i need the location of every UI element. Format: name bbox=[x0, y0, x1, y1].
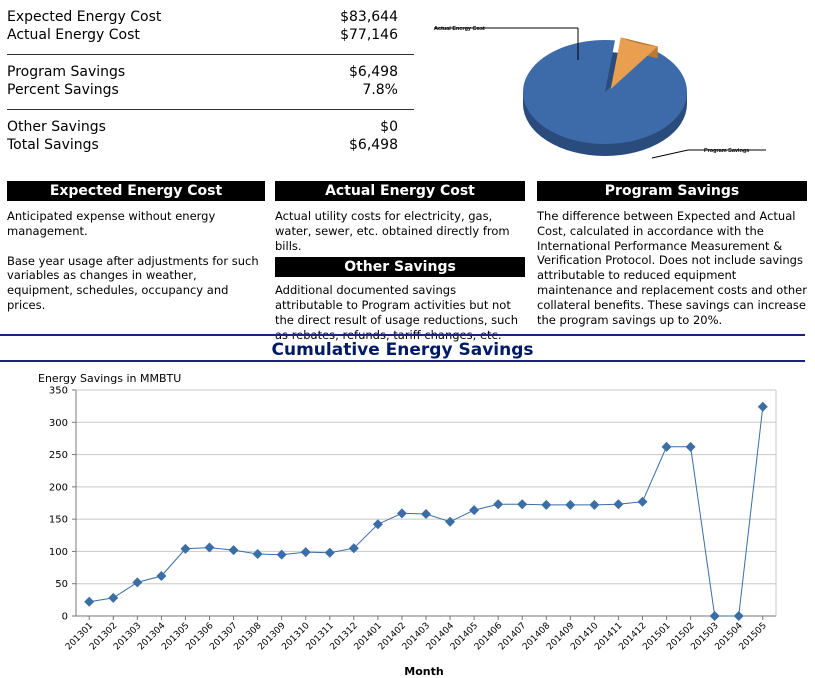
data-point bbox=[541, 499, 552, 510]
data-point bbox=[517, 499, 528, 510]
y-tick-label: 0 bbox=[62, 612, 68, 623]
data-point bbox=[469, 505, 480, 516]
data-point bbox=[685, 441, 696, 452]
x-axis-title: Month bbox=[404, 665, 443, 678]
data-point bbox=[300, 547, 311, 558]
program-savings-row: Program Savings $6,498 bbox=[7, 63, 414, 81]
cost-summary: Expected Energy Cost $83,644 Actual Ener… bbox=[7, 8, 414, 154]
total-savings-label: Total Savings bbox=[7, 137, 99, 153]
expected-cost-desc-1: Anticipated expense without energy manag… bbox=[7, 209, 216, 238]
other-savings-label: Other Savings bbox=[7, 119, 106, 135]
cost-pie-chart: Actual Energy Cost Program Savings bbox=[434, 26, 766, 159]
other-savings-value: $0 bbox=[380, 119, 398, 135]
y-tick-label: 100 bbox=[49, 547, 68, 558]
data-point bbox=[757, 401, 768, 412]
total-savings-row: Total Savings $6,498 bbox=[7, 136, 414, 154]
data-point bbox=[445, 516, 456, 527]
data-point bbox=[589, 499, 600, 510]
data-point bbox=[276, 549, 287, 560]
title-rule-bottom bbox=[0, 360, 805, 362]
expected-cost-value: $83,644 bbox=[340, 9, 398, 25]
summary-divider bbox=[7, 109, 414, 110]
y-tick-label: 150 bbox=[49, 515, 68, 526]
actual-cost-label: Actual Energy Cost bbox=[7, 27, 140, 43]
title-rule-top bbox=[0, 334, 805, 336]
data-point bbox=[733, 611, 744, 621]
y-tick-label: 300 bbox=[49, 418, 68, 429]
data-point bbox=[84, 596, 95, 607]
data-point bbox=[156, 570, 167, 581]
expected-cost-heading: Expected Energy Cost bbox=[7, 181, 265, 201]
actual-cost-row: Actual Energy Cost $77,146 bbox=[7, 26, 414, 44]
summary-divider bbox=[7, 54, 414, 55]
data-point bbox=[252, 549, 263, 560]
pie-slice-program bbox=[610, 37, 658, 90]
other-savings-row: Other Savings $0 bbox=[7, 118, 414, 136]
program-savings-label: Program Savings bbox=[7, 64, 126, 80]
program-savings-desc: The difference between Expected and Actu… bbox=[537, 209, 807, 327]
definition-actual: Actual Energy Cost Actual utility costs … bbox=[275, 181, 525, 343]
expected-cost-row: Expected Energy Cost $83,644 bbox=[7, 8, 414, 26]
y-tick-label: 50 bbox=[55, 579, 68, 590]
expected-cost-label: Expected Energy Cost bbox=[7, 9, 162, 25]
data-point bbox=[372, 519, 383, 530]
percent-savings-label: Percent Savings bbox=[7, 82, 119, 98]
data-point bbox=[204, 542, 215, 553]
chart-title: Cumulative Energy Savings bbox=[271, 340, 534, 360]
data-point bbox=[132, 577, 143, 588]
percent-savings-value: 7.8% bbox=[362, 82, 398, 98]
percent-savings-row: Percent Savings 7.8% bbox=[7, 81, 414, 99]
program-savings-heading: Program Savings bbox=[537, 181, 807, 201]
data-point bbox=[324, 547, 335, 558]
pie-slice-actual bbox=[523, 40, 687, 144]
data-point bbox=[709, 611, 720, 621]
pie-leader-line bbox=[651, 149, 689, 159]
data-point bbox=[637, 496, 648, 507]
data-point bbox=[493, 499, 504, 510]
definition-program: Program Savings The difference between E… bbox=[537, 181, 807, 327]
pie-label-program: Program Savings bbox=[704, 148, 749, 154]
program-savings-value: $6,498 bbox=[349, 64, 398, 80]
data-point bbox=[613, 499, 624, 510]
y-tick-label: 200 bbox=[49, 482, 68, 493]
actual-cost-heading: Actual Energy Cost bbox=[275, 181, 525, 201]
data-point bbox=[661, 441, 672, 452]
y-axis-title: Energy Savings in MMBTU bbox=[38, 372, 181, 385]
data-point bbox=[228, 545, 239, 556]
definition-expected: Expected Energy Cost Anticipated expense… bbox=[7, 181, 265, 313]
actual-cost-desc: Actual utility costs for electricity, ga… bbox=[275, 209, 510, 253]
total-savings-value: $6,498 bbox=[349, 137, 398, 153]
pie-label-actual: Actual Energy Cost bbox=[434, 26, 485, 32]
data-point bbox=[108, 592, 119, 603]
y-tick-label: 250 bbox=[49, 450, 68, 461]
data-point bbox=[565, 499, 576, 510]
expected-cost-desc-2: Base year usage after adjustments for su… bbox=[7, 253, 259, 312]
y-tick-label: 350 bbox=[49, 386, 68, 397]
data-point bbox=[421, 508, 431, 519]
other-savings-heading: Other Savings bbox=[275, 257, 525, 278]
data-point bbox=[180, 543, 191, 554]
data-point bbox=[348, 543, 359, 554]
data-point bbox=[396, 508, 407, 519]
actual-cost-value: $77,146 bbox=[340, 27, 398, 43]
